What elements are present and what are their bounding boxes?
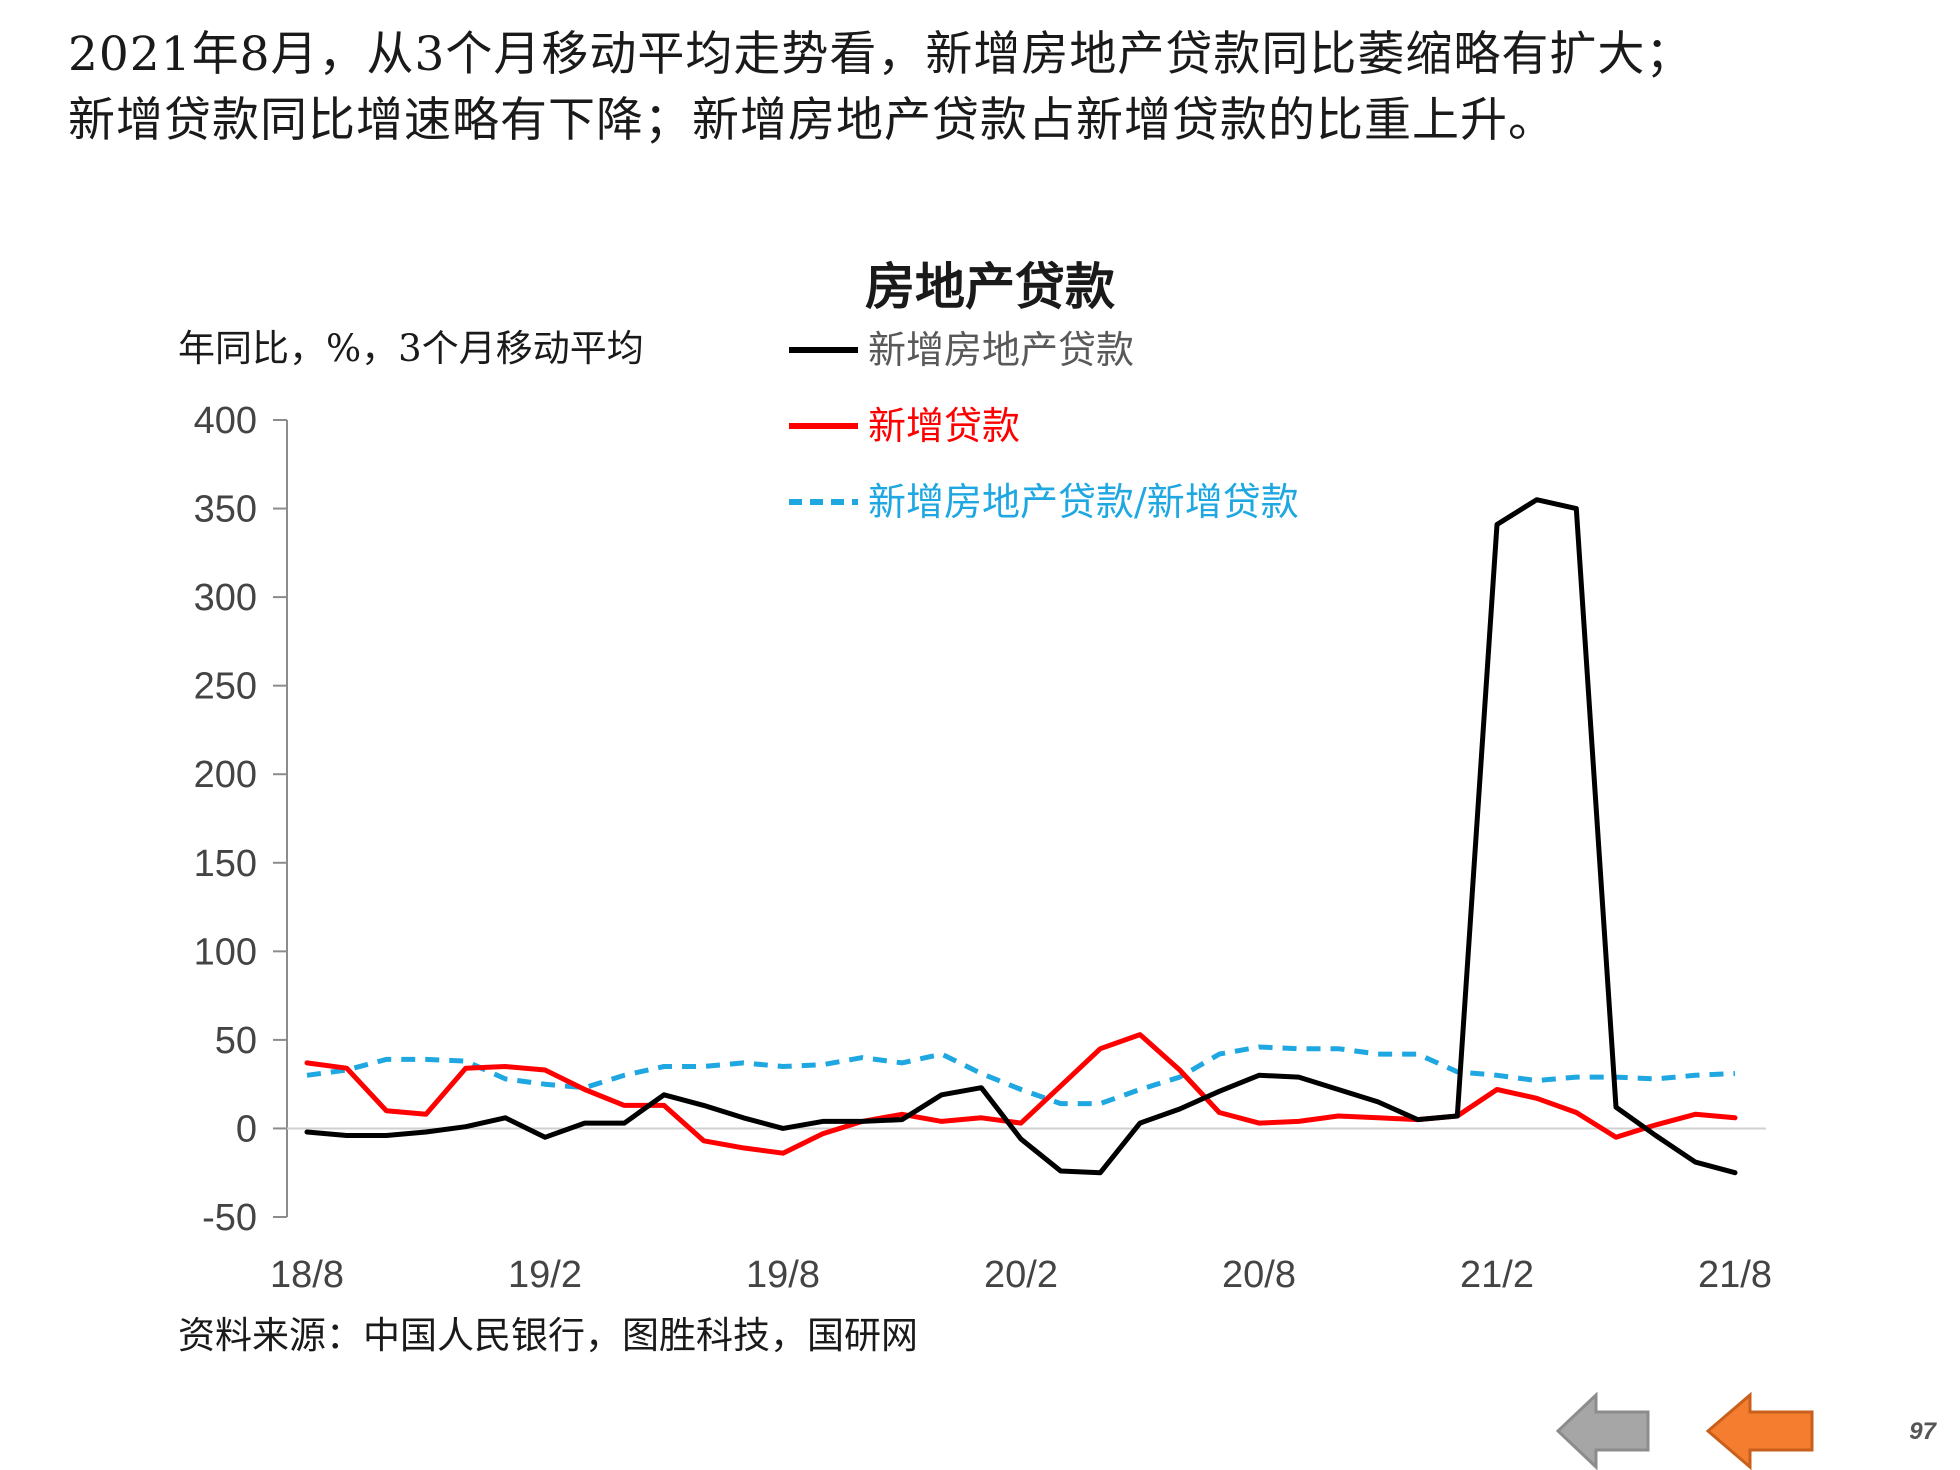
series-line-1 [304, 1032, 1738, 1156]
x-tick-label: 21/8 [1698, 1254, 1772, 1296]
series-lines [304, 497, 1738, 1176]
x-axis: 18/8 19/2 19/8 20/2 20/8 21/2 21/8 [270, 1127, 1772, 1296]
chart-title: 房地产贷款 [0, 247, 1960, 319]
x-tick-label: 20/8 [1222, 1254, 1296, 1296]
legend-label-1: 新增贷款 [868, 404, 1020, 448]
legend-label-2: 新增房地产贷款/新增贷款 [868, 480, 1299, 524]
headline-line-1: 2021年8月，从3个月移动平均走势看，新增房地产贷款同比萎缩略有扩大； [68, 27, 1694, 82]
y-tick-label: 300 [194, 577, 257, 619]
y-tick-label: 150 [194, 843, 257, 885]
headline: 2021年8月，从3个月移动平均走势看，新增房地产贷款同比萎缩略有扩大； 新增贷… [68, 22, 1948, 154]
y-tick-label: 0 [236, 1108, 257, 1150]
x-tick-label: 19/2 [508, 1254, 582, 1296]
source-note: 资料来源：中国人民银行，图胜科技，国研网 [178, 1314, 918, 1357]
legend-label-0: 新增房地产贷款 [868, 328, 1134, 372]
chart-title-text: 房地产贷款 [865, 258, 1115, 316]
x-tick-label: 21/2 [1460, 1254, 1534, 1296]
x-tick-label: 20/2 [984, 1254, 1058, 1296]
y-tick-label: 400 [194, 400, 257, 442]
headline-line-2: 新增贷款同比增速略有下降；新增房地产贷款占新增贷款的比重上升。 [68, 93, 1556, 148]
y-tick-label: 50 [215, 1020, 257, 1062]
x-tick-label: 18/8 [270, 1254, 344, 1296]
gray-left-arrow-icon[interactable] [1556, 1392, 1652, 1470]
series-line-0 [304, 497, 1738, 1176]
series-line-2 [306, 1044, 1736, 1107]
page-number: 97 [1909, 1418, 1936, 1445]
y-tick-label: -50 [202, 1197, 257, 1239]
y-axis-unit-label: 年同比，%，3个月移动平均 [178, 327, 644, 370]
y-tick-label: 250 [194, 666, 257, 708]
y-tick-label: 350 [194, 489, 257, 531]
x-tick-label: 19/8 [746, 1254, 820, 1296]
y-axis: 400 350 300 250 200 150 100 50 0 -50 [194, 400, 288, 1239]
y-tick-label: 200 [194, 754, 257, 796]
orange-left-arrow-icon[interactable] [1706, 1392, 1816, 1470]
y-tick-label: 100 [194, 931, 257, 973]
